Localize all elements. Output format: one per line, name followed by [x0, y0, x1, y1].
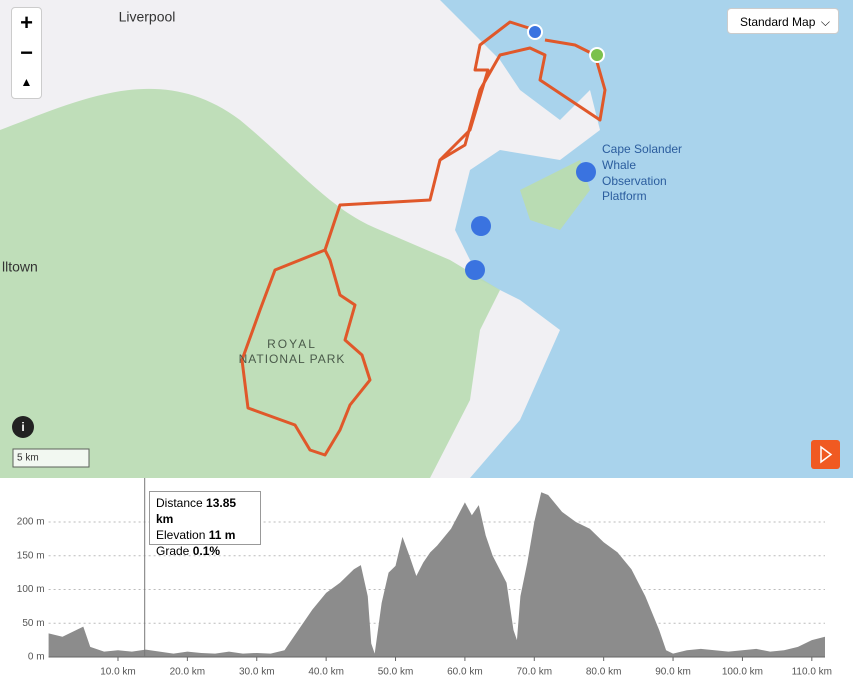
map-style: Standard Map [740, 15, 816, 29]
x-tick-label: 110.0 km [792, 667, 832, 678]
poi-label: Whale [602, 158, 636, 172]
x-tick-label: 60.0 km [447, 667, 483, 678]
x-tick-label: 80.0 km [586, 667, 622, 678]
info-button[interactable]: i [21, 420, 24, 434]
play-button[interactable] [811, 440, 840, 469]
scale-label: 5 km [17, 453, 39, 464]
x-tick-label: 20.0 km [170, 667, 206, 678]
y-tick-label: 0 m [28, 652, 45, 663]
tooltip-value: 13.85 km [156, 496, 237, 526]
tooltip-key: Elevation [156, 528, 206, 542]
zoom-control: + − ▲ [11, 7, 42, 99]
map-style-dropdown[interactable]: Standard Map ⌵ [727, 8, 839, 34]
x-tick-label: 30.0 km [239, 667, 275, 678]
poi-label: Platform [602, 189, 647, 203]
poi-label: Observation [602, 174, 667, 188]
tooltip-key: Distance [156, 496, 203, 510]
map: Liverpool lltown ROYAL NATIONAL PARK Cap… [0, 0, 853, 478]
y-tick-label: 50 m [22, 618, 44, 629]
place-label: lltown [2, 259, 38, 275]
park-label: ROYAL [267, 337, 317, 351]
tooltip-value: 11 m [208, 528, 236, 542]
zoom-in[interactable]: + [20, 10, 33, 35]
x-tick-label: 70.0 km [516, 667, 552, 678]
x-tick-label: 10.0 km [100, 667, 136, 678]
y-tick-label: 200 m [17, 517, 45, 528]
elevation-area [48, 492, 826, 657]
zoom-out[interactable]: − [20, 40, 33, 65]
tooltip-key: Grade [156, 544, 190, 558]
compass[interactable]: ▲ [20, 75, 33, 89]
y-tick-label: 150 m [17, 550, 45, 561]
tooltip: Distance 13.85 km Elevation 11 m Grade 0… [149, 491, 261, 558]
y-tick-label: 100 m [17, 584, 45, 595]
elevation-chart: 0 m 50 m 100 m 150 m 200 m 10.0 km 20.0 km 30.0… [17, 478, 832, 678]
x-tick-label: 90.0 km [655, 667, 691, 678]
place-label: Liverpool [119, 9, 176, 25]
poi-label: Cape Solander [602, 142, 682, 156]
x-tick-label: 50.0 km [378, 667, 414, 678]
x-tick-label: 40.0 km [308, 667, 344, 678]
x-tick-label: 100.0 km [722, 667, 763, 678]
tooltip-value: 0.1% [192, 544, 221, 558]
park-label: NATIONAL PARK [239, 352, 346, 366]
